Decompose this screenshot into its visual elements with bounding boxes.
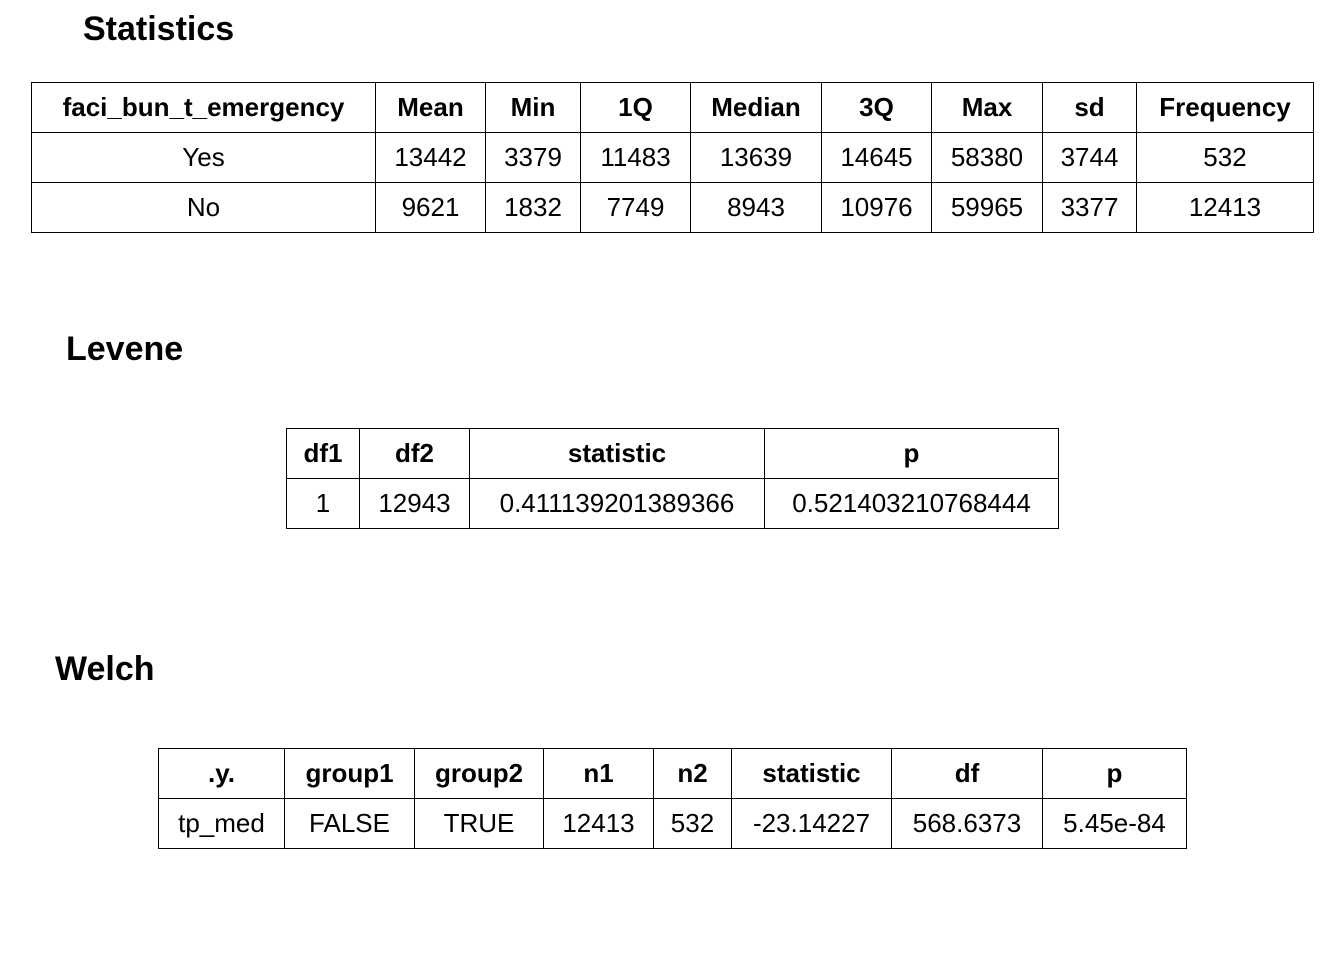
table-cell: 1 (286, 478, 360, 529)
table-cell: 3377 (1042, 182, 1137, 233)
table-cell: Yes (31, 132, 376, 183)
header-cell: 1Q (580, 82, 691, 133)
header-cell: p (764, 428, 1059, 479)
header-row: faci_bun_t_emergency Mean Min 1Q Median 3Q Max… (31, 82, 1314, 133)
header-cell: statistic (469, 428, 765, 479)
section-title: Welch (55, 650, 155, 688)
table-cell: 0.521403210768444 (764, 478, 1059, 529)
table-row: 1 12943 0.411139201389366 0.521403210768444 (286, 478, 1059, 529)
table-cell: TRUE (414, 798, 544, 849)
header-cell: 3Q (821, 82, 932, 133)
header-cell: .y. (158, 748, 285, 799)
header-cell: Mean (375, 82, 486, 133)
table-cell: 8943 (690, 182, 822, 233)
header-cell: df1 (286, 428, 360, 479)
table-container: .y. group1 group2 n1 n2 statistic df p tp_med FAL… (158, 748, 1187, 849)
header-cell: df2 (359, 428, 470, 479)
header-cell: statistic (731, 748, 892, 799)
table-cell: No (31, 182, 376, 233)
header-cell: group1 (284, 748, 415, 799)
header-cell: p (1042, 748, 1187, 799)
table-cell: 12413 (1136, 182, 1314, 233)
table-row: Yes 13442 3379 11483 13639 14645 58380 3744 532 (31, 132, 1314, 183)
header-cell: n2 (653, 748, 732, 799)
table-cell: 58380 (931, 132, 1043, 183)
data-table: .y. group1 group2 n1 n2 statistic df p tp_med FAL… (158, 748, 1187, 849)
table-row: No 9621 1832 7749 8943 10976 59965 3377 12413 (31, 182, 1314, 233)
header-cell: sd (1042, 82, 1137, 133)
header-cell: n1 (543, 748, 654, 799)
header-cell: group2 (414, 748, 544, 799)
table-container: df1 df2 statistic p 1 12943 0.411139201389366 0… (286, 428, 1059, 529)
table-cell: 3744 (1042, 132, 1137, 183)
header-cell: df (891, 748, 1043, 799)
table-cell: 5.45e-84 (1042, 798, 1187, 849)
table-container: faci_bun_t_emergency Mean Min 1Q Median 3Q Max… (31, 82, 1314, 233)
header-cell: Min (485, 82, 581, 133)
header-row: df1 df2 statistic p (286, 428, 1059, 479)
table-cell: 11483 (580, 132, 691, 183)
table-cell: 10976 (821, 182, 932, 233)
data-table: faci_bun_t_emergency Mean Min 1Q Median 3Q Max… (31, 82, 1314, 233)
table-cell: 532 (1136, 132, 1314, 183)
header-cell: Frequency (1136, 82, 1314, 133)
table-cell: 59965 (931, 182, 1043, 233)
table-cell: 12943 (359, 478, 470, 529)
table-cell: tp_med (158, 798, 285, 849)
table-cell: 1832 (485, 182, 581, 233)
table-cell: 532 (653, 798, 732, 849)
table-cell: 14645 (821, 132, 932, 183)
header-row: .y. group1 group2 n1 n2 statistic df p (158, 748, 1187, 799)
header-cell: Median (690, 82, 822, 133)
data-table: df1 df2 statistic p 1 12943 0.411139201389366 0… (286, 428, 1059, 529)
table-row: tp_med FALSE TRUE 12413 532 -23.14227 568.6373… (158, 798, 1187, 849)
table-cell: -23.14227 (731, 798, 892, 849)
section-title: Levene (66, 330, 184, 368)
table-cell: 13639 (690, 132, 822, 183)
section-title: Statistics (83, 10, 235, 48)
header-cell: faci_bun_t_emergency (31, 82, 376, 133)
header-cell: Max (931, 82, 1043, 133)
table-cell: 3379 (485, 132, 581, 183)
table-cell: 12413 (543, 798, 654, 849)
table-cell: 568.6373 (891, 798, 1043, 849)
table-cell: 0.411139201389366 (469, 478, 765, 529)
table-cell: FALSE (284, 798, 415, 849)
table-cell: 9621 (375, 182, 486, 233)
table-cell: 13442 (375, 132, 486, 183)
table-cell: 7749 (580, 182, 691, 233)
